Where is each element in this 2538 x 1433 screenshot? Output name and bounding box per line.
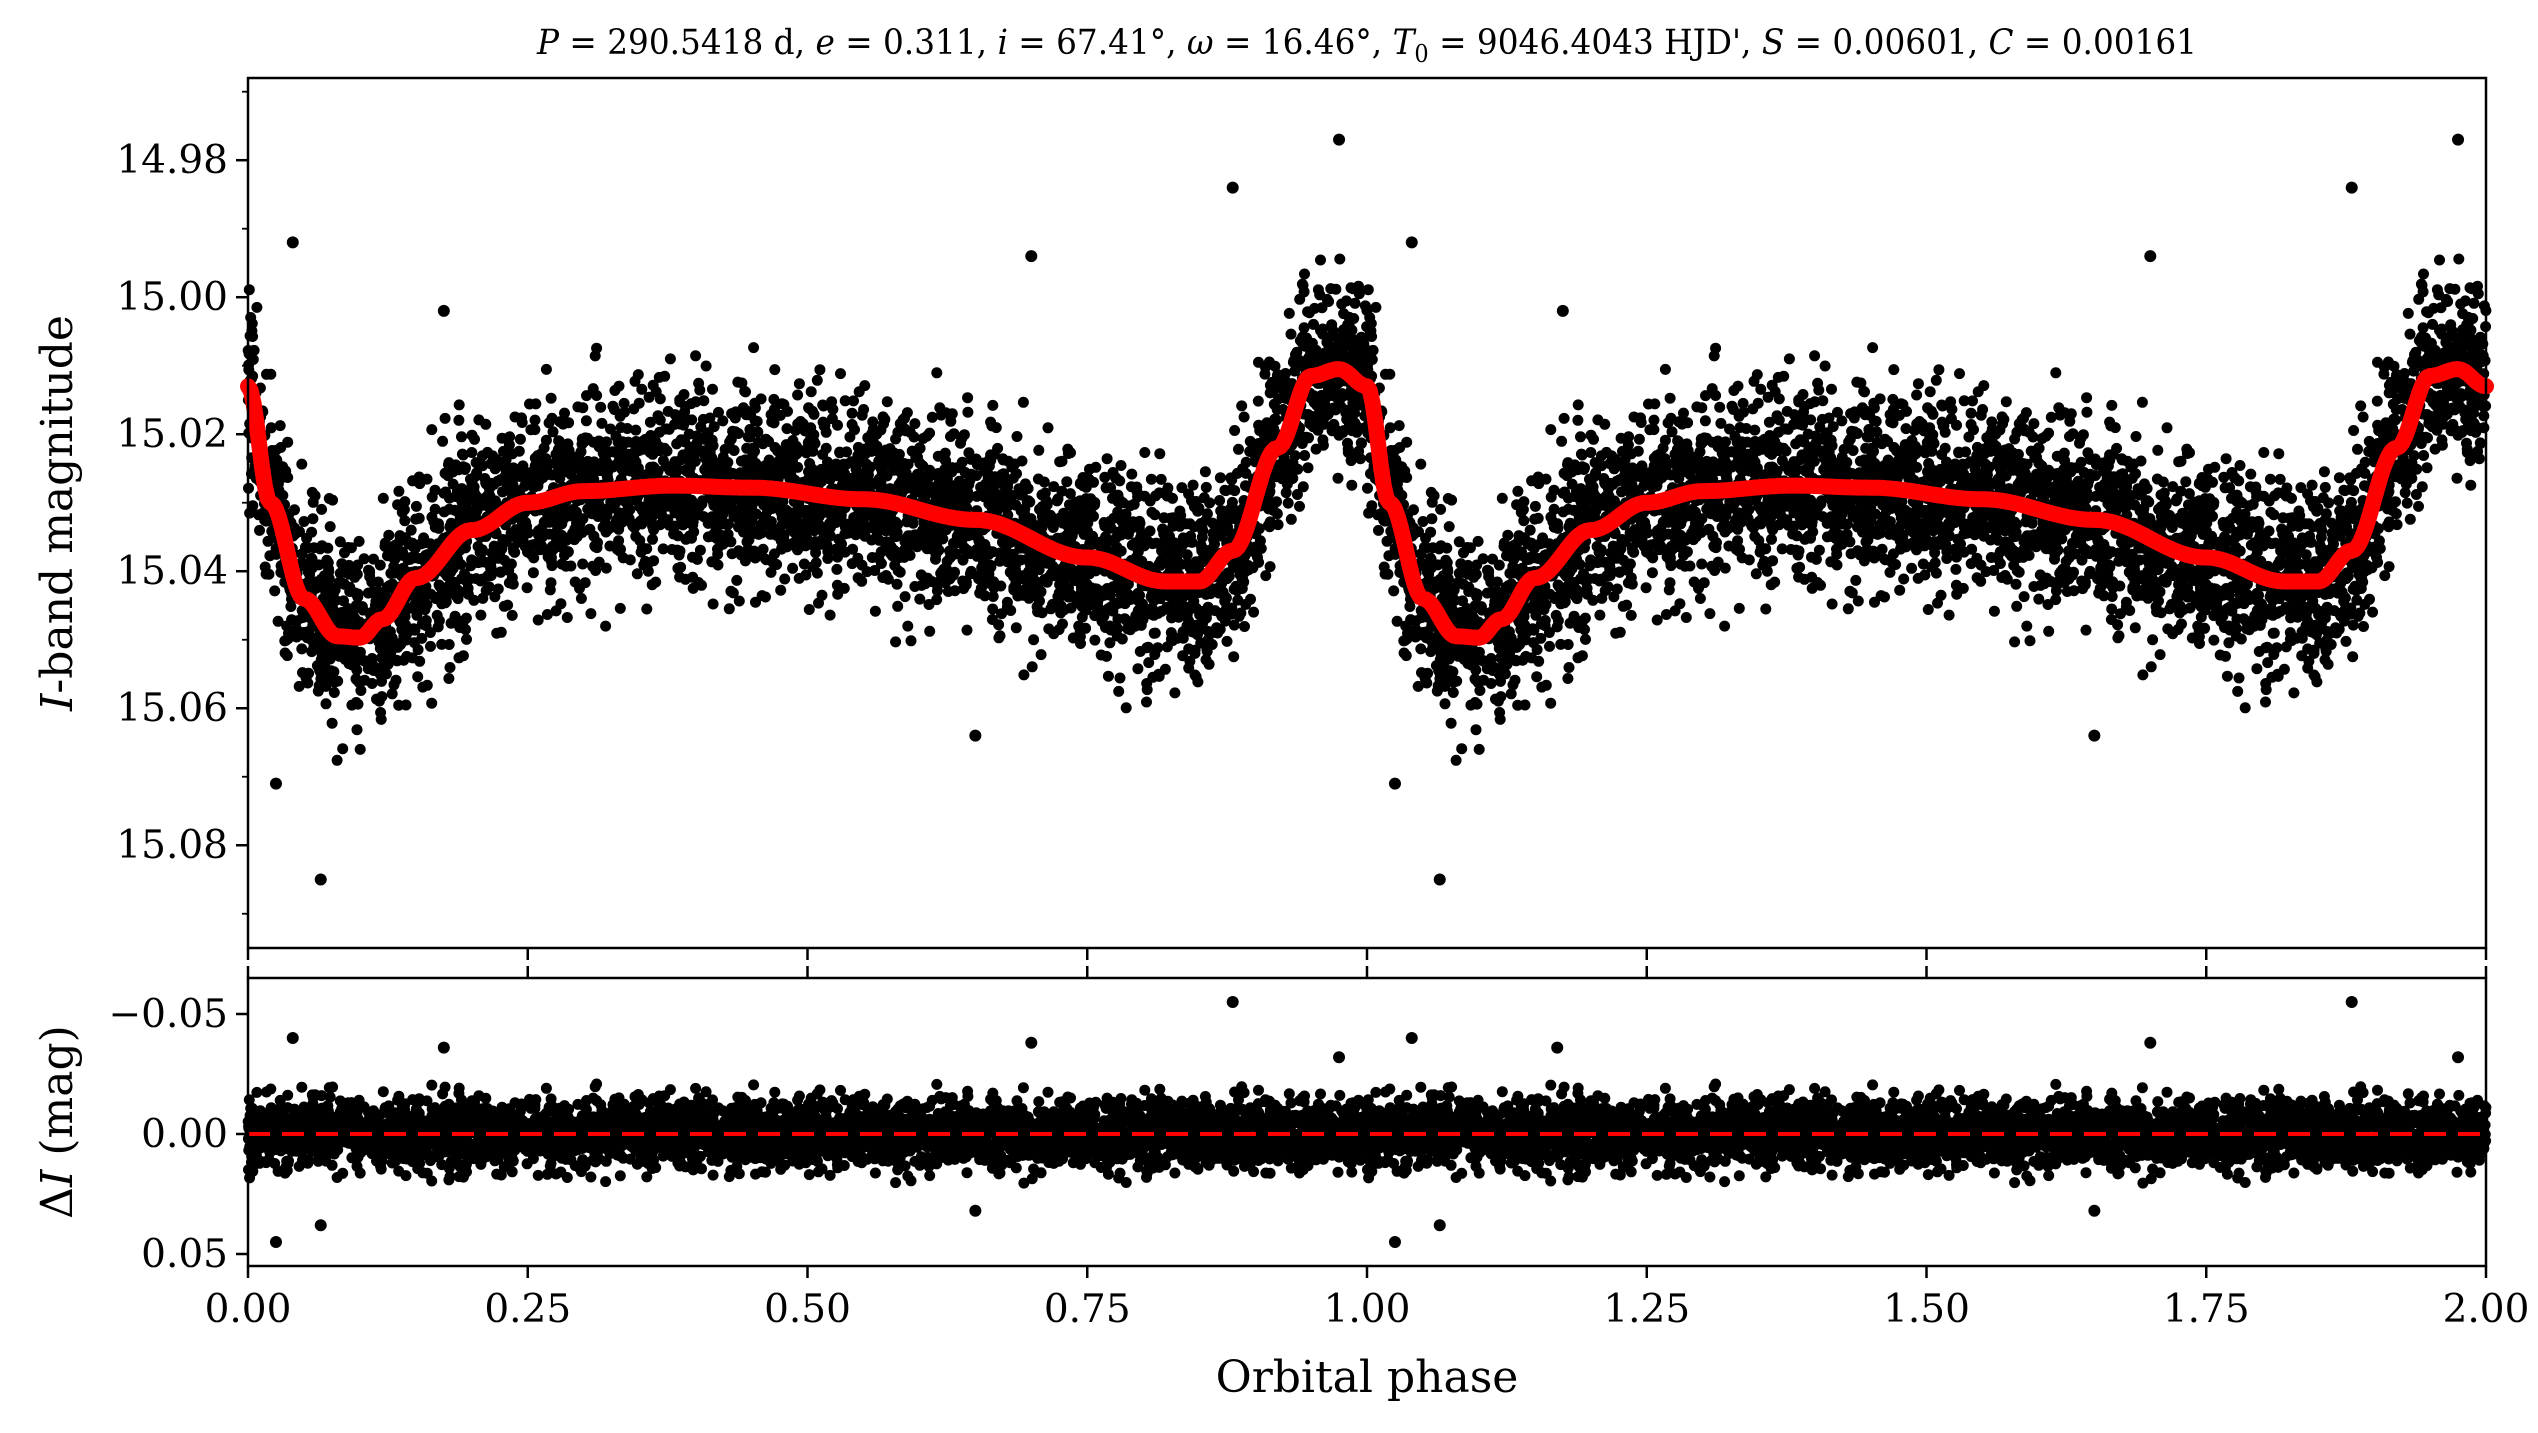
- residual-outlier-point: [2144, 1036, 2157, 1049]
- residual-y-tick-label: 0.05: [141, 1232, 228, 1277]
- x-tick-label: 1.75: [2163, 1287, 2250, 1332]
- outlier-point: [1226, 181, 1239, 194]
- outlier-point: [1025, 250, 1038, 263]
- y-tick-label: 15.06: [116, 686, 228, 731]
- outlier-point: [1333, 133, 1346, 146]
- residual-outlier-point: [1388, 1236, 1401, 1248]
- residual-outlier-point: [969, 1204, 982, 1217]
- outlier-point: [1388, 777, 1401, 790]
- data-point-cloud: [242, 253, 2492, 766]
- chart-title: P = 290.5418 d, e = 0.311, i = 67.41°, ω…: [536, 23, 2197, 68]
- outlier-point: [969, 729, 982, 742]
- residual-panel: −0.05 0.00 0.05 0.00 0.25 0.50 0.75 1.00 1.25 1.…: [32, 966, 2529, 1403]
- residual-outlier-point: [269, 1236, 282, 1248]
- model-curve: [240, 361, 2494, 646]
- x-tick-label: 0.00: [205, 1287, 292, 1332]
- outlier-point: [2088, 729, 2101, 742]
- outlier-point: [2144, 250, 2157, 263]
- x-axis-label: Orbital phase: [1216, 1352, 1519, 1403]
- outlier-point: [1405, 236, 1418, 249]
- bottom-y-axis-label: ΔI (mag): [32, 1025, 83, 1219]
- bottom-x-ticks: 0.00 0.25 0.50 0.75 1.00 1.25 1.50 1.75 2.00: [205, 966, 2530, 1332]
- y-tick-label: 15.08: [116, 823, 228, 868]
- x-tick-label: 0.75: [1044, 1287, 1131, 1332]
- residual-outlier-point: [2345, 996, 2358, 1008]
- top-x-ticks: [246, 948, 2488, 960]
- residual-y-tick-label: 0.00: [141, 1112, 228, 1157]
- outlier-point: [437, 304, 450, 317]
- residual-outlier-point: [314, 1219, 327, 1232]
- residual-outlier-point: [437, 1041, 450, 1054]
- outlier-point: [1556, 304, 1569, 317]
- x-tick-label: 0.25: [484, 1287, 571, 1332]
- light-curve-panel: 14.98 15.00 15.02 15.04 15.06 15.08 I-band ma…: [32, 76, 2494, 960]
- residual-outlier-point: [1405, 1032, 1418, 1044]
- outlier-point: [269, 777, 282, 790]
- residual-outlier-point: [286, 1032, 299, 1044]
- light-curve-points: [242, 133, 2492, 886]
- top-y-ticks: 14.98 15.00 15.02 15.04 15.06 15.08: [116, 90, 248, 915]
- y-tick-label: 15.04: [116, 549, 228, 594]
- outlier-point: [314, 873, 327, 886]
- y-tick-label: 15.02: [116, 412, 228, 457]
- y-tick-label: 14.98: [116, 138, 228, 183]
- top-y-axis-label: I-band magnitude: [32, 315, 83, 712]
- residual-point-cloud: [242, 1078, 2492, 1189]
- residual-outlier-point: [1333, 1051, 1346, 1064]
- residual-outlier-point: [1226, 996, 1239, 1008]
- x-tick-label: 1.25: [1603, 1287, 1690, 1332]
- bottom-y-ticks: −0.05 0.00 0.05: [108, 992, 248, 1277]
- residual-y-tick-label: −0.05: [108, 992, 228, 1037]
- outlier-point: [286, 236, 299, 249]
- residual-outlier-point: [1433, 1219, 1446, 1232]
- residual-outlier-point: [2452, 1051, 2465, 1064]
- outlier-point: [2345, 181, 2358, 194]
- x-tick-label: 0.50: [764, 1287, 851, 1332]
- residual-outlier-point: [2088, 1204, 2101, 1217]
- x-tick-label: 1.00: [1324, 1287, 1411, 1332]
- residual-outlier-point: [1025, 1036, 1038, 1049]
- x-tick-label: 2.00: [2443, 1287, 2530, 1332]
- y-tick-label: 15.00: [116, 275, 228, 320]
- x-tick-label: 1.50: [1883, 1287, 1970, 1332]
- outlier-point: [1433, 873, 1446, 886]
- residual-outlier-point: [1551, 1041, 1564, 1054]
- outlier-point: [2452, 133, 2465, 146]
- residual-points: [242, 996, 2492, 1248]
